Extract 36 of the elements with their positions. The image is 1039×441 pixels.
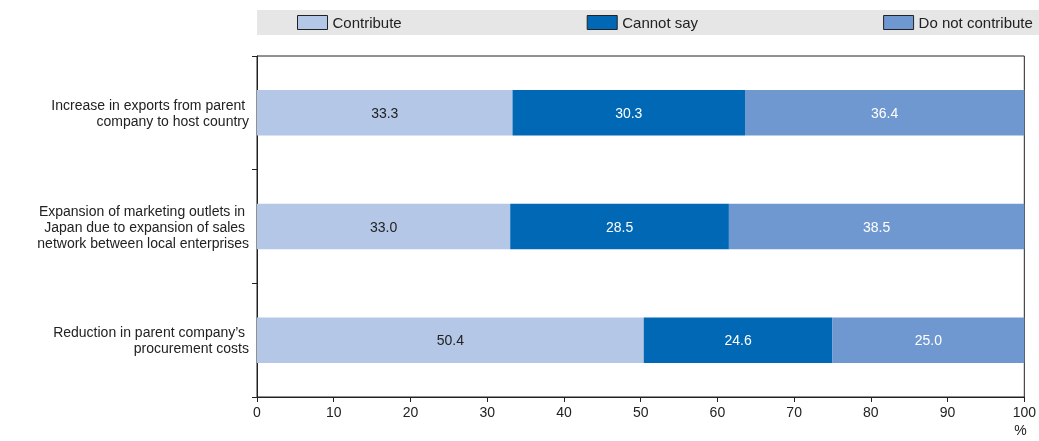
x-tick-label: 20 [402, 404, 419, 420]
x-tick-label: 10 [325, 404, 342, 420]
data-label: 33.3 [371, 104, 399, 121]
data-label: 33.0 [369, 218, 398, 235]
bar [512, 90, 746, 136]
bar [643, 317, 833, 363]
x-tick-label: 60 [709, 404, 726, 420]
x-tick-label: 50 [632, 404, 649, 420]
data-label: 50.4 [436, 332, 465, 349]
legend-label: Do not contribute [918, 14, 1033, 31]
data-label: 28.5 [605, 218, 634, 235]
x-axis-title: % [1014, 422, 1027, 438]
bar [832, 317, 1025, 363]
bar [745, 90, 1025, 136]
bar [257, 90, 513, 136]
x-tick-label: 0 [253, 404, 262, 420]
data-label: 30.3 [615, 104, 643, 121]
data-label: 25.0 [914, 332, 943, 349]
bar [257, 317, 644, 363]
data-label: 38.5 [862, 218, 891, 235]
bar [257, 203, 511, 250]
y-tick-label: Reduction in parent company’s procurement costs [53, 324, 249, 357]
bar [728, 203, 1025, 250]
x-tick-label: 30 [479, 404, 496, 420]
legend-label: Cannot say [622, 14, 699, 31]
bar [510, 203, 729, 250]
y-tick-label: Expansion of marketing outlets in Japan due to expansion of sales network between local enterprises [37, 202, 249, 251]
x-tick-label: 70 [786, 404, 803, 420]
x-tick-label: 80 [863, 404, 879, 420]
x-tick-label: 40 [556, 404, 572, 420]
data-label: 24.6 [724, 332, 752, 349]
x-tick-label: 100 [1012, 404, 1037, 420]
y-tick-label: Increase in exports from parent company to host country [51, 96, 249, 129]
data-label: 36.4 [871, 104, 899, 121]
x-tick-label: 90 [939, 404, 956, 420]
legend-label: Contribute [332, 14, 402, 31]
